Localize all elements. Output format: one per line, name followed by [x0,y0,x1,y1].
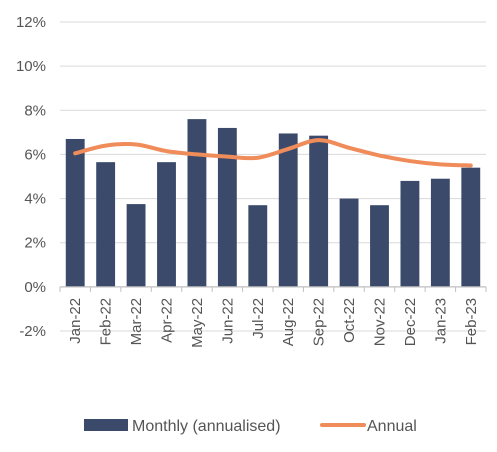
bar-series-monthly [65,119,481,287]
legend-swatch-monthly [84,419,128,431]
bar-Sep-22 [309,135,329,287]
bar-Oct-22 [339,198,359,287]
x-tick-label: Jan-22 [67,298,84,344]
bar-Mar-22 [126,204,146,287]
x-tick-label: Apr-22 [159,298,176,343]
x-tick-label: Dec-22 [402,298,419,346]
y-tick-label: 10% [16,58,46,75]
x-tick-label: Aug-22 [280,298,297,346]
y-tick-label: 6% [24,146,46,163]
y-tick-label: 2% [24,235,46,252]
bar-Jul-22 [248,205,268,287]
y-axis-tick-labels: -2% 0% 2% 4% 6% 8% 10% 12% [16,14,46,340]
bar-Apr-22 [157,162,176,287]
y-tick-label: 8% [24,102,46,119]
bar-Jun-22 [217,127,237,287]
x-tick-label: Mar-22 [128,298,145,346]
bar-Feb-22 [96,162,116,287]
x-tick-label: Sep-22 [311,298,328,346]
y-tick-label: 4% [24,191,46,208]
x-tick-label: Oct-22 [341,298,358,343]
bar-Feb-23 [461,167,481,287]
y-tick-label: 0% [24,279,46,296]
x-tick-label: Jan-23 [432,298,449,344]
x-tick-label: Feb-23 [463,298,480,346]
x-tick-label: Nov-22 [372,298,389,346]
y-tick-label: 12% [16,14,46,31]
bar-Jan-22 [65,138,85,287]
grid-lines [59,21,487,332]
x-tick-label: Feb-22 [98,298,115,346]
y-tick-label: -2% [19,323,46,340]
bar-Nov-22 [370,205,389,287]
legend: Monthly (annualised) Annual [84,418,417,435]
bar-Dec-22 [400,180,420,287]
bar-May-22 [187,119,207,287]
x-tick-label: Jun-22 [219,298,236,344]
x-tick-label: Jul-22 [250,298,267,339]
x-axis-tick-labels: Jan-22 Feb-22 Mar-22 Apr-22 May-22 Jun-22 Jul-… [67,298,480,348]
legend-label-annual: Annual [367,418,417,435]
annual-series-line [73,138,473,168]
bar-Jan-23 [430,178,450,287]
x-tick-label: May-22 [189,298,206,348]
bar-Aug-22 [278,133,298,287]
legend-label-monthly: Monthly (annualised) [132,418,281,435]
